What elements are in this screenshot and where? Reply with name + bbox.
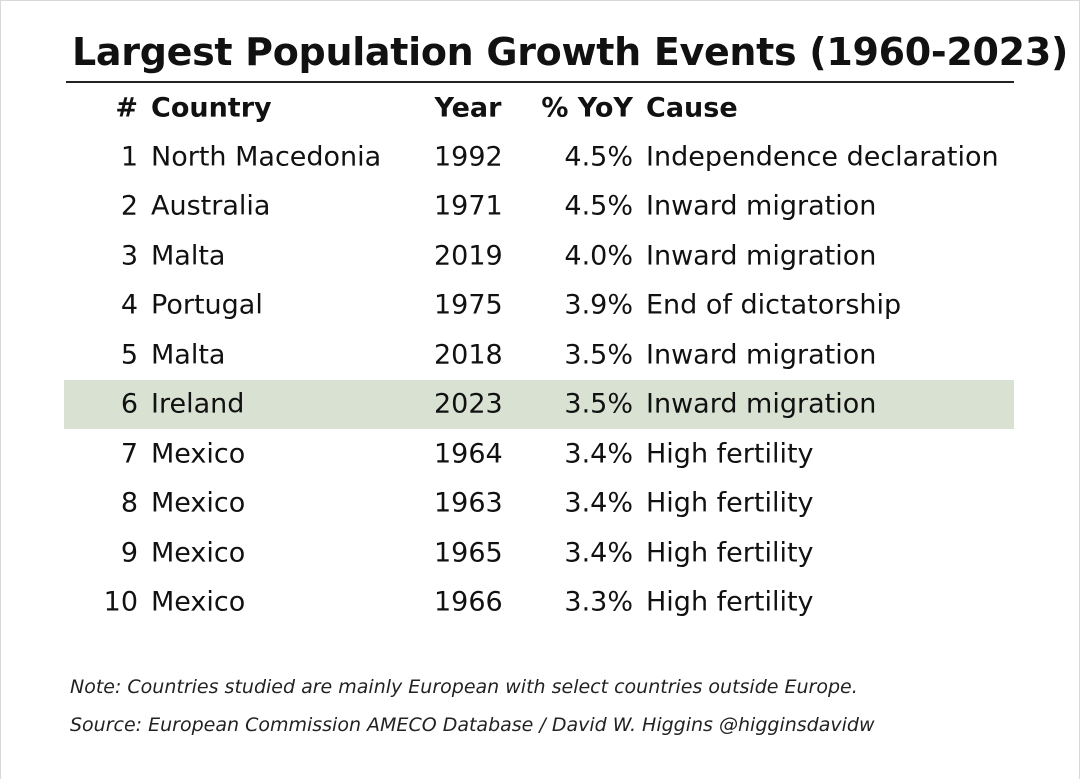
cause-cell: Inward migration: [646, 339, 877, 371]
source-credit: Source: European Commission AMECO Databa…: [70, 714, 875, 736]
cause-cell: Independence declaration: [646, 141, 999, 173]
year-cell: 1966: [434, 586, 503, 618]
country-cell: Mexico: [151, 537, 246, 569]
cause-cell: High fertility: [646, 438, 814, 470]
header-year: Year: [434, 92, 502, 124]
year-cell: 1964: [434, 438, 503, 470]
year-cell: 1992: [434, 141, 503, 173]
country-cell: Mexico: [151, 586, 246, 618]
table-header-row: # Country Year % YoY Cause: [0, 84, 1080, 132]
page-title: Largest Population Growth Events (1960-2…: [72, 30, 1069, 74]
year-cell: 1963: [434, 487, 503, 519]
header-cause: Cause: [646, 92, 738, 124]
year-cell: 2019: [434, 240, 503, 272]
cause-cell: High fertility: [646, 487, 814, 519]
pct-cell: 3.4%: [564, 438, 633, 470]
cause-cell: End of dictatorship: [646, 289, 902, 321]
pct-cell: 4.5%: [564, 141, 633, 173]
rank-cell: 10: [103, 586, 138, 618]
table-row: 7 Mexico 1964 3.4% High fertility: [0, 429, 1080, 479]
pct-cell: 3.4%: [564, 537, 633, 569]
table-row: 1 North Macedonia 1992 4.5% Independence…: [0, 132, 1080, 182]
country-cell: North Macedonia: [151, 141, 382, 173]
pct-cell: 3.5%: [564, 339, 633, 371]
rank-cell: 8: [120, 487, 138, 519]
table-row: 5 Malta 2018 3.5% Inward migration: [0, 330, 1080, 380]
pct-cell: 3.5%: [564, 388, 633, 420]
header-rank: #: [115, 92, 138, 124]
country-cell: Malta: [151, 240, 226, 272]
pct-cell: 4.5%: [564, 190, 633, 222]
country-cell: Mexico: [151, 487, 246, 519]
cause-cell: High fertility: [646, 586, 814, 618]
cause-cell: Inward migration: [646, 190, 877, 222]
country-cell: Mexico: [151, 438, 246, 470]
pct-cell: 3.4%: [564, 487, 633, 519]
country-cell: Ireland: [151, 388, 245, 420]
rank-cell: 6: [120, 388, 138, 420]
year-cell: 1971: [434, 190, 503, 222]
rank-cell: 3: [120, 240, 138, 272]
cause-cell: Inward migration: [646, 388, 877, 420]
cause-cell: High fertility: [646, 537, 814, 569]
pct-cell: 3.9%: [564, 289, 633, 321]
rank-cell: 4: [120, 289, 138, 321]
table-row: 2 Australia 1971 4.5% Inward migration: [0, 182, 1080, 232]
year-cell: 2018: [434, 339, 503, 371]
row-highlight-band: [64, 379, 1014, 429]
country-cell: Malta: [151, 339, 226, 371]
year-cell: 1965: [434, 537, 503, 569]
rank-cell: 9: [120, 537, 138, 569]
table-row: 4 Portugal 1975 3.9% End of dictatorship: [0, 281, 1080, 331]
country-cell: Australia: [151, 190, 271, 222]
year-cell: 1975: [434, 289, 503, 321]
header-pct-yoy: % YoY: [541, 92, 633, 124]
title-divider: [66, 81, 1014, 83]
rank-cell: 5: [120, 339, 138, 371]
table-row: 3 Malta 2019 4.0% Inward migration: [0, 231, 1080, 281]
pct-cell: 3.3%: [564, 586, 633, 618]
table-row: 9 Mexico 1965 3.4% High fertility: [0, 528, 1080, 578]
header-country: Country: [151, 92, 272, 124]
table-row: 10 Mexico 1966 3.3% High fertility: [0, 578, 1080, 628]
table-row-highlighted: 6 Ireland 2023 3.5% Inward migration: [0, 379, 1080, 430]
ranking-table: # Country Year % YoY Cause 1 North Maced…: [0, 84, 1080, 627]
country-cell: Portugal: [151, 289, 263, 321]
rank-cell: 2: [120, 190, 138, 222]
cause-cell: Inward migration: [646, 240, 877, 272]
rank-cell: 1: [120, 141, 138, 173]
footnote: Note: Countries studied are mainly Europ…: [70, 676, 858, 698]
rank-cell: 7: [120, 438, 138, 470]
year-cell: 2023: [434, 388, 503, 420]
table-row: 8 Mexico 1963 3.4% High fertility: [0, 479, 1080, 529]
pct-cell: 4.0%: [564, 240, 633, 272]
